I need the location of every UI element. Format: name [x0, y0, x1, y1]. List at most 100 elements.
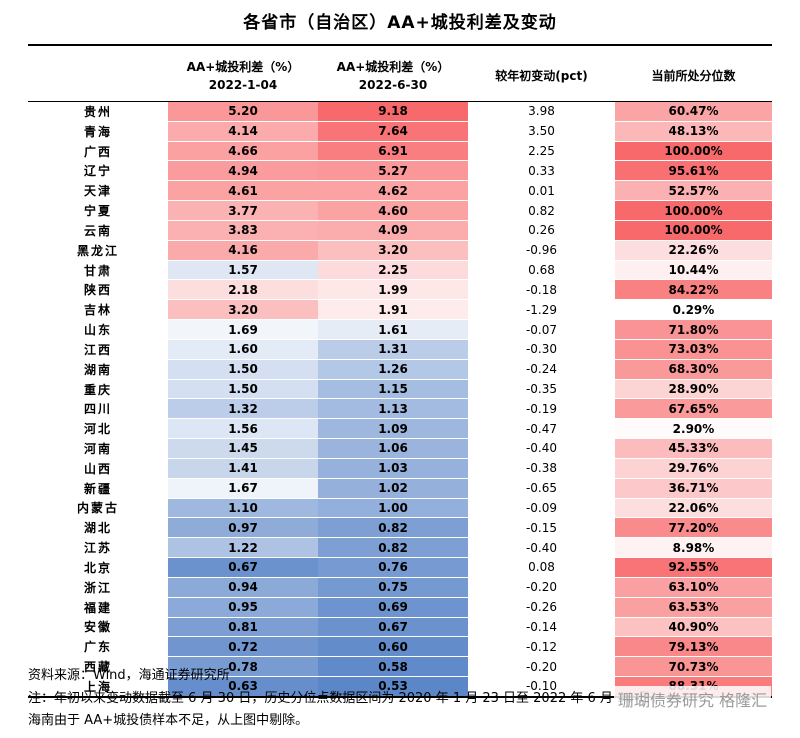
spread-end-cell: 7.64 [318, 121, 468, 142]
province-cell: 天津 [28, 180, 168, 202]
province-cell: 重庆 [28, 379, 168, 400]
spread-end-cell: 0.75 [318, 577, 468, 598]
spread-end-cell: 0.53 [318, 676, 468, 698]
province-cell: 云南 [28, 220, 168, 241]
province-cell: 内蒙古 [28, 498, 168, 519]
table-row: 河北 1.56 1.09 -0.47 2.90% [28, 418, 772, 440]
table-row: 四川 1.32 1.13 -0.19 67.65% [28, 398, 772, 420]
table-row: 湖南 1.50 1.26 -0.24 68.30% [28, 359, 772, 380]
table-row: 湖北 0.97 0.82 -0.15 77.20% [28, 517, 772, 539]
header-change-label: 较年初变动(pct) [495, 69, 588, 83]
source-note: 资料来源：Wind，海通证券研究所 [28, 668, 230, 683]
percentile-cell: 95.61% [615, 160, 772, 182]
percentile-cell: 36.71% [615, 478, 772, 499]
table-row: 江苏 1.22 0.82 -0.40 8.98% [28, 537, 772, 559]
spread-start-cell: 0.95 [168, 597, 318, 618]
province-cell: 四川 [28, 398, 168, 420]
spread-start-cell: 0.72 [168, 636, 318, 658]
change-cell: -0.19 [468, 398, 615, 420]
province-cell: 宁夏 [28, 200, 168, 221]
percentile-cell: 79.13% [615, 636, 772, 658]
table-row: 西藏 0.78 0.58 -0.20 70.73% [28, 656, 772, 678]
header-spread-start: AA+城投利差（%） 2022-1-04 [168, 51, 318, 102]
percentile-cell: 100.00% [615, 141, 772, 162]
spread-end-cell: 5.27 [318, 160, 468, 182]
spread-start-cell: 1.50 [168, 379, 318, 400]
spread-start-cell: 1.41 [168, 458, 318, 479]
change-cell: 3.50 [468, 121, 615, 142]
spread-end-cell: 2.25 [318, 260, 468, 281]
chart-title: 各省市（自治区）AA+城投利差及变动 [243, 13, 557, 33]
spread-end-cell: 1.13 [318, 398, 468, 420]
province-cell: 贵州 [28, 101, 168, 122]
province-cell: 湖南 [28, 359, 168, 380]
spread-end-cell: 9.18 [318, 101, 468, 122]
percentile-cell: 48.13% [615, 121, 772, 142]
spread-end-cell: 1.02 [318, 478, 468, 499]
spread-end-cell: 1.99 [318, 279, 468, 301]
header-percentile-label: 当前所处分位数 [651, 69, 736, 83]
spread-end-cell: 1.00 [318, 498, 468, 519]
percentile-cell: 40.90% [615, 617, 772, 638]
spread-start-cell: 0.78 [168, 656, 318, 678]
province-cell: 湖北 [28, 517, 168, 539]
change-cell: -0.12 [468, 636, 615, 658]
table-row: 河南 1.45 1.06 -0.40 45.33% [28, 438, 772, 459]
header-change: 较年初变动(pct) [468, 51, 615, 102]
footnote-line-1: 注：年初以来变动数据截至 6 月 30 日，历史分位点数据区间为 2020 年 … [28, 691, 664, 706]
spread-end-cell: 1.31 [318, 339, 468, 360]
table-row: 辽宁 4.94 5.27 0.33 95.61% [28, 160, 772, 182]
province-cell: 陕西 [28, 279, 168, 301]
percentile-cell: 52.57% [615, 180, 772, 202]
spread-start-cell: 1.32 [168, 398, 318, 420]
spread-start-cell: 1.56 [168, 418, 318, 440]
header-spread-end-label: AA+城投利差（%） [336, 60, 450, 74]
table-row: 贵州 5.20 9.18 3.98 60.47% [28, 101, 772, 122]
change-cell: -0.96 [468, 240, 615, 261]
watermark: 珊瑚债券研究 格隆汇 [614, 686, 772, 712]
percentile-cell: 100.00% [615, 220, 772, 241]
spread-start-cell: 1.10 [168, 498, 318, 519]
table-row: 内蒙古 1.10 1.00 -0.09 22.06% [28, 498, 772, 519]
province-cell: 浙江 [28, 577, 168, 598]
change-cell: -0.20 [468, 577, 615, 598]
spread-end-cell: 6.91 [318, 141, 468, 162]
table-row: 广西 4.66 6.91 2.25 100.00% [28, 141, 772, 162]
table-row: 安徽 0.81 0.67 -0.14 40.90% [28, 617, 772, 638]
table-row: 广东 0.72 0.60 -0.12 79.13% [28, 636, 772, 658]
spread-end-cell: 1.26 [318, 359, 468, 380]
percentile-cell: 29.76% [615, 458, 772, 479]
change-cell: 0.82 [468, 200, 615, 221]
province-cell: 吉林 [28, 299, 168, 321]
spread-start-cell: 0.67 [168, 557, 318, 578]
percentile-cell: 92.55% [615, 557, 772, 578]
change-cell: -0.10 [468, 676, 615, 698]
change-cell: 0.33 [468, 160, 615, 182]
table-row: 山东 1.69 1.61 -0.07 71.80% [28, 319, 772, 340]
percentile-cell: 100.00% [615, 200, 772, 221]
change-cell: 0.26 [468, 220, 615, 241]
change-cell: -0.38 [468, 458, 615, 479]
spread-start-cell: 1.50 [168, 359, 318, 380]
change-cell: -0.20 [468, 656, 615, 678]
spread-start-cell: 1.69 [168, 319, 318, 340]
percentile-cell: 67.65% [615, 398, 772, 420]
province-cell: 江西 [28, 339, 168, 360]
spread-start-cell: 2.18 [168, 279, 318, 301]
spread-start-cell: 1.45 [168, 438, 318, 459]
spread-start-cell: 4.94 [168, 160, 318, 182]
table-row: 山西 1.41 1.03 -0.38 29.76% [28, 458, 772, 479]
spread-end-cell: 1.03 [318, 458, 468, 479]
header-spread-end-date: 2022-6-30 [358, 78, 428, 92]
spread-end-cell: 0.58 [318, 656, 468, 678]
province-cell: 福建 [28, 597, 168, 618]
change-cell: -0.30 [468, 339, 615, 360]
percentile-cell: 28.90% [615, 379, 772, 400]
province-cell: 新疆 [28, 478, 168, 499]
change-cell: 3.98 [468, 101, 615, 122]
table-row: 黑龙江 4.16 3.20 -0.96 22.26% [28, 240, 772, 261]
spread-start-cell: 0.81 [168, 617, 318, 638]
table-row: 福建 0.95 0.69 -0.26 63.53% [28, 597, 772, 618]
spread-start-cell: 5.20 [168, 101, 318, 122]
percentile-cell: 22.06% [615, 498, 772, 519]
